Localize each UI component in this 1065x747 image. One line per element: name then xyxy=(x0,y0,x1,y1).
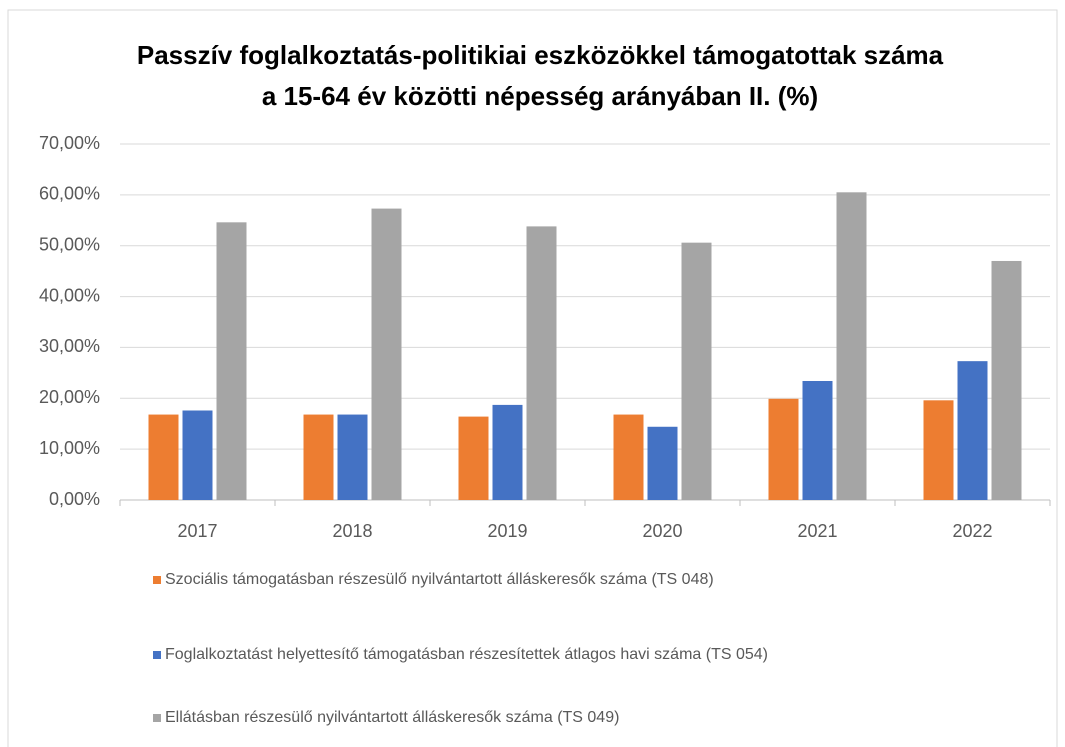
legend-item: Ellátásban részesülő nyilvántartott állá… xyxy=(153,706,1025,730)
bar xyxy=(371,208,402,501)
legend-label: Szociális támogatásban részesülő nyilván… xyxy=(165,571,714,588)
legend-swatch xyxy=(153,576,161,584)
legend-swatch xyxy=(153,714,161,722)
y-tick-label: 10,00% xyxy=(39,438,100,458)
x-tick-label: 2017 xyxy=(177,521,217,541)
bar xyxy=(337,414,368,500)
bar xyxy=(991,260,1022,500)
bar xyxy=(613,414,644,500)
bar xyxy=(923,400,954,500)
y-tick-label: 40,00% xyxy=(39,285,100,305)
legend-label: Foglalkoztatást helyettesítő támogatásba… xyxy=(165,646,768,663)
bar xyxy=(836,192,867,501)
bar xyxy=(647,426,678,500)
y-tick-label: 50,00% xyxy=(39,234,100,254)
bar xyxy=(526,226,557,501)
bar xyxy=(802,380,833,500)
legend-item: Szociális támogatásban részesülő nyilván… xyxy=(153,568,805,592)
chart-title: a 15-64 év közötti népesség arányában II… xyxy=(262,81,818,111)
y-tick-label: 0,00% xyxy=(49,489,100,509)
x-tick-label: 2020 xyxy=(642,521,682,541)
x-tick-label: 2022 xyxy=(952,521,992,541)
chart-title: Passzív foglalkoztatás-politikiai eszköz… xyxy=(137,40,944,70)
x-tick-label: 2019 xyxy=(487,521,527,541)
legend-label: Ellátásban részesülő nyilvántartott állá… xyxy=(165,709,620,726)
chart-border xyxy=(7,9,1058,747)
y-tick-label: 30,00% xyxy=(39,336,100,356)
y-tick-label: 70,00% xyxy=(39,133,100,153)
bar xyxy=(492,404,523,500)
bar xyxy=(681,242,712,501)
y-tick-label: 60,00% xyxy=(39,184,100,204)
bar xyxy=(957,361,988,500)
x-tick-label: 2021 xyxy=(797,521,837,541)
bar xyxy=(216,222,247,500)
bar xyxy=(182,410,213,500)
bar xyxy=(458,416,489,500)
bar xyxy=(148,414,179,500)
bar xyxy=(768,398,799,500)
legend-item: Foglalkoztatást helyettesítő támogatásba… xyxy=(153,643,1025,667)
y-tick-label: 20,00% xyxy=(39,387,100,407)
x-tick-label: 2018 xyxy=(332,521,372,541)
bar xyxy=(303,414,334,500)
legend-swatch xyxy=(153,651,161,659)
